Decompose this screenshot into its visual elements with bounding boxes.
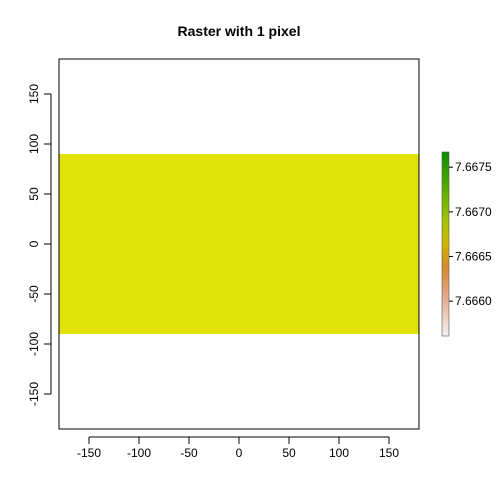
color-legend: 7.6660 7.6665 7.6670 7.6675 [441,151,492,337]
y-tick-label: 50 [27,187,41,201]
x-tick-label: 50 [282,446,296,460]
y-tick-label: 100 [27,134,41,154]
legend-ticks: 7.6660 7.6665 7.6670 7.6675 [449,160,492,308]
raster-cell [59,154,419,334]
y-tick-label: -150 [27,382,41,406]
x-tick-label: 150 [379,446,399,460]
y-tick-label: 150 [27,84,41,104]
y-axis: -150 -100 -50 0 50 100 150 [27,84,52,406]
legend-tick-label: 7.6675 [455,160,492,174]
x-axis: -150 -100 -50 0 50 100 150 [77,436,399,460]
y-tick-label: -100 [27,332,41,356]
x-tick-label: 100 [329,446,349,460]
x-tick-label: -50 [180,446,198,460]
x-tick-label: 0 [236,446,243,460]
x-tick-label: -100 [127,446,151,460]
chart-title: Raster with 1 pixel [178,23,301,39]
plot-frame [58,58,420,430]
y-tick-label: 0 [27,240,41,247]
y-tick-label: -50 [27,285,41,303]
raster-cells [59,154,419,334]
legend-color-bar [441,151,450,337]
legend-tick-label: 7.6670 [455,205,492,219]
legend-tick-label: 7.6665 [455,250,492,264]
legend-tick-label: 7.6660 [455,294,492,308]
x-tick-label: -150 [77,446,101,460]
